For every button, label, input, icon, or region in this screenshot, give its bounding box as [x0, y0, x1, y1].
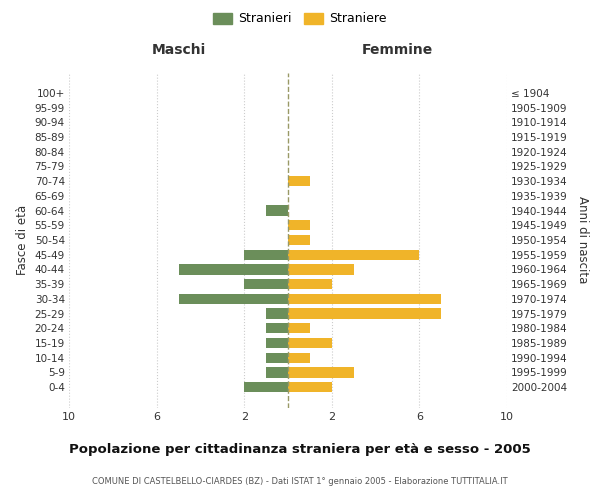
Y-axis label: Fasce di età: Fasce di età	[16, 205, 29, 275]
Bar	[288, 264, 354, 274]
Bar	[288, 250, 419, 260]
Bar	[244, 250, 288, 260]
Bar	[288, 279, 332, 289]
Text: COMUNE DI CASTELBELLO-CIARDES (BZ) - Dati ISTAT 1° gennaio 2005 - Elaborazione T: COMUNE DI CASTELBELLO-CIARDES (BZ) - Dat…	[92, 478, 508, 486]
Bar	[266, 338, 288, 348]
Bar	[244, 382, 288, 392]
Bar	[288, 220, 310, 230]
Bar	[244, 279, 288, 289]
Bar	[266, 323, 288, 334]
Bar	[266, 352, 288, 363]
Text: Popolazione per cittadinanza straniera per età e sesso - 2005: Popolazione per cittadinanza straniera p…	[69, 442, 531, 456]
Bar	[266, 368, 288, 378]
Bar	[288, 352, 310, 363]
Bar	[266, 308, 288, 318]
Bar	[288, 338, 332, 348]
Bar	[288, 368, 354, 378]
Bar	[288, 176, 310, 186]
Y-axis label: Anni di nascita: Anni di nascita	[576, 196, 589, 284]
Bar	[288, 323, 310, 334]
Legend: Stranieri, Straniere: Stranieri, Straniere	[209, 8, 391, 29]
Bar	[288, 294, 442, 304]
Bar	[179, 294, 288, 304]
Bar	[288, 235, 310, 245]
Bar	[288, 308, 442, 318]
Text: Maschi: Maschi	[151, 44, 206, 58]
Text: Femmine: Femmine	[362, 44, 433, 58]
Bar	[266, 206, 288, 216]
Bar	[179, 264, 288, 274]
Bar	[288, 382, 332, 392]
